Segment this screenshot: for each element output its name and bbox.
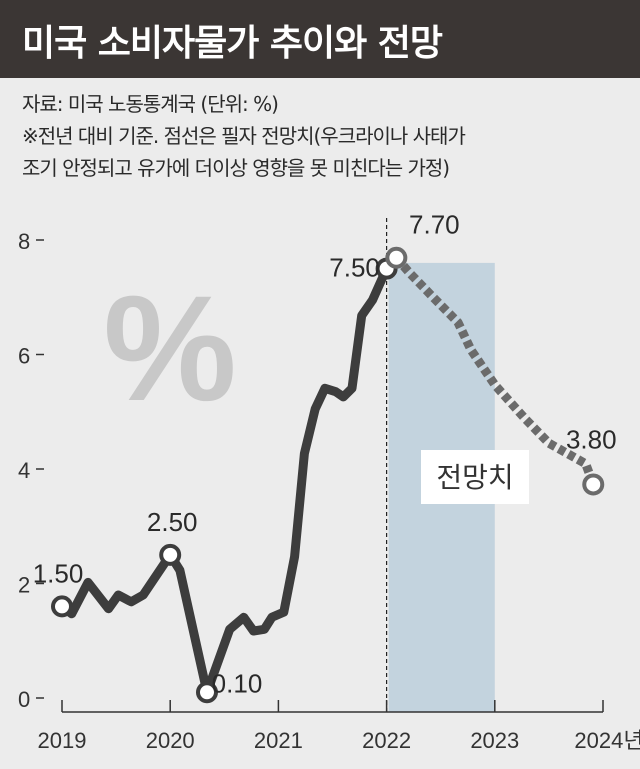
- x-tick-label: 2023: [470, 728, 519, 753]
- forecast-line: [392, 254, 598, 487]
- percent-watermark: %: [103, 264, 236, 432]
- source-note: 자료: 미국 노동통계국 (단위: %): [22, 92, 279, 116]
- data-point-marker: [385, 246, 408, 269]
- x-tick-label: 2021: [254, 728, 303, 753]
- chart-notes: 자료: 미국 노동통계국 (단위: %) ※전년 대비 기준. 점선은 필자 전…: [22, 88, 466, 184]
- data-point-marker: [51, 595, 73, 618]
- data-label: 2.50: [147, 507, 198, 537]
- data-point-marker: [195, 681, 218, 704]
- data-point-marker: [159, 543, 182, 566]
- forecast-label: 전망치: [436, 461, 513, 494]
- data-label: 7.70: [409, 210, 460, 240]
- data-point-marker: [582, 473, 605, 496]
- y-tick-label: 8: [18, 229, 30, 254]
- footnote-line-1: ※전년 대비 기준. 점선은 필자 전망치(우크라이나 사태가: [22, 124, 466, 148]
- y-tick-label: 0: [18, 687, 30, 712]
- x-tick-label: 2020: [146, 728, 195, 753]
- forecast-label-box: [421, 450, 529, 504]
- x-tick-label: 2024년: [574, 728, 640, 753]
- header-bar: 미국 소비자물가 추이와 전망: [0, 0, 640, 78]
- y-tick-label: 6: [18, 344, 30, 369]
- footnote-line-2: 조기 안정되고 유가에 더이상 영향을 못 미친다는 가정): [22, 156, 450, 180]
- y-tick-label: 2: [18, 573, 30, 598]
- data-label: 1.50: [33, 558, 84, 588]
- x-tick-label: 2022: [362, 728, 411, 753]
- x-tick-label: 2019: [38, 728, 87, 753]
- chart-title: 미국 소비자물가 추이와 전망: [22, 23, 443, 64]
- data-label: 0.10: [212, 668, 263, 698]
- actual-line: [57, 264, 392, 697]
- data-label: 3.80: [566, 424, 617, 454]
- y-tick-label: 4: [18, 458, 30, 483]
- data-label: 7.50: [329, 253, 380, 283]
